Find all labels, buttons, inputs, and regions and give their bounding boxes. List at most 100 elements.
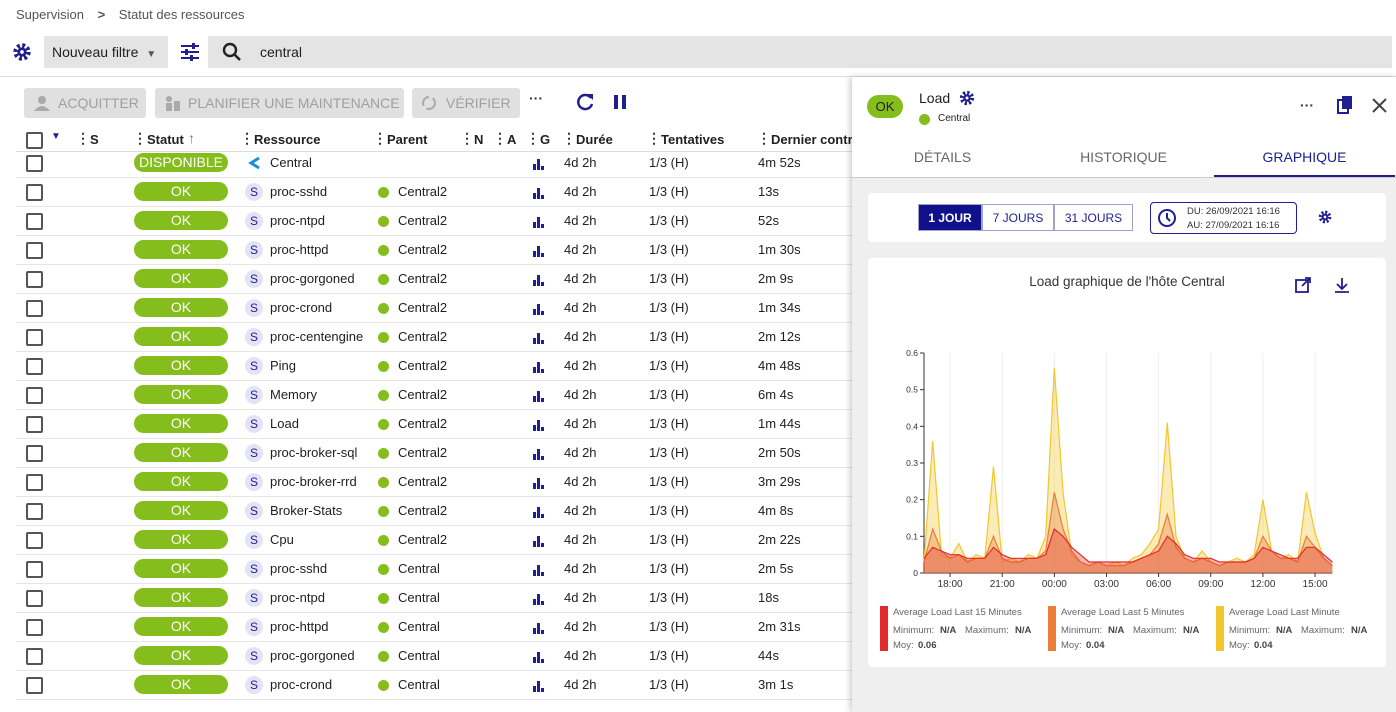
parent-name[interactable]: Central [398, 648, 440, 663]
parent-name[interactable]: Central2 [398, 445, 447, 460]
row-checkbox[interactable] [26, 648, 43, 665]
select-all[interactable] [26, 132, 43, 149]
period-button[interactable]: 7 JOURS [982, 204, 1054, 231]
column-header[interactable]: Statut [147, 132, 184, 147]
resource-name[interactable]: proc-gorgoned [270, 648, 355, 663]
parent-name[interactable]: Central2 [398, 184, 447, 199]
row-checkbox[interactable] [26, 474, 43, 491]
graph-icon[interactable] [533, 622, 545, 634]
row-checkbox[interactable] [26, 184, 43, 201]
tab[interactable]: HISTORIQUE [1033, 137, 1214, 177]
search-text[interactable]: central [260, 44, 302, 60]
row-checkbox[interactable] [26, 271, 43, 288]
column-header[interactable]: Ressource [254, 132, 320, 147]
graph-icon[interactable] [533, 361, 545, 373]
graph-icon[interactable] [533, 303, 545, 315]
parent-name[interactable]: Central2 [398, 503, 447, 518]
column-menu[interactable]: ⋮ [493, 130, 507, 147]
graph-icon[interactable] [533, 245, 545, 257]
column-header[interactable]: Durée [576, 132, 613, 147]
filter-select[interactable]: Nouveau filtre ▼ [44, 36, 168, 68]
search-box[interactable] [208, 36, 1392, 68]
panel-more[interactable]: ··· [1300, 97, 1314, 113]
resource-name[interactable]: proc-centengine [270, 329, 363, 344]
row-checkbox[interactable] [26, 416, 43, 433]
row-checkbox[interactable] [26, 445, 43, 462]
parent-name[interactable]: Central2 [398, 213, 447, 228]
close-button[interactable] [1372, 98, 1387, 113]
row-checkbox[interactable] [26, 677, 43, 694]
row-checkbox[interactable] [26, 300, 43, 317]
parent-name[interactable]: Central2 [398, 300, 447, 315]
resource-name[interactable]: proc-crond [270, 677, 332, 692]
graph-icon[interactable] [533, 564, 545, 576]
breadcrumb-item[interactable]: Supervision [16, 7, 84, 22]
parent-name[interactable]: Central2 [398, 416, 447, 431]
tab[interactable]: DÉTAILS [852, 137, 1033, 177]
graph-settings[interactable] [1317, 209, 1333, 225]
column-menu[interactable]: ⋮ [526, 130, 540, 147]
pause-button[interactable] [612, 94, 628, 110]
parent-name[interactable]: Central [398, 677, 440, 692]
period-button[interactable]: 1 JOUR [918, 204, 982, 231]
graph-icon[interactable] [533, 680, 545, 692]
row-checkbox[interactable] [26, 242, 43, 259]
resource-name[interactable]: proc-sshd [270, 561, 327, 576]
resource-name[interactable]: proc-broker-rrd [270, 474, 357, 489]
downtime-button[interactable]: PLANIFIER UNE MAINTENANCE [155, 88, 404, 118]
column-header[interactable]: S [90, 132, 99, 147]
row-checkbox[interactable] [26, 155, 43, 172]
parent-name[interactable]: Central2 [398, 271, 447, 286]
graph-icon[interactable] [533, 332, 545, 344]
parent-name[interactable]: Central2 [398, 387, 447, 402]
row-checkbox[interactable] [26, 532, 43, 549]
graph-icon[interactable] [533, 390, 545, 402]
resource-name[interactable]: Memory [270, 387, 317, 402]
graph-icon[interactable] [533, 593, 545, 605]
column-menu[interactable]: ⋮ [76, 130, 90, 147]
resource-name[interactable]: proc-gorgoned [270, 271, 355, 286]
column-menu[interactable]: ⋮ [240, 130, 254, 147]
graph-icon[interactable] [533, 158, 545, 170]
column-menu[interactable]: ⋮ [373, 130, 387, 147]
resource-name[interactable]: Central [270, 155, 312, 170]
graph-icon[interactable] [533, 448, 545, 460]
graph-icon[interactable] [533, 651, 545, 663]
select-menu[interactable]: ▼ [51, 131, 61, 142]
filter-edit[interactable] [180, 43, 200, 61]
period-button[interactable]: 31 JOURS [1054, 204, 1133, 231]
graph-icon[interactable] [533, 187, 545, 199]
parent-name[interactable]: Central2 [398, 242, 447, 257]
resource-name[interactable]: proc-ntpd [270, 590, 325, 605]
resource-name[interactable]: proc-httpd [270, 619, 329, 634]
graph-icon[interactable] [533, 477, 545, 489]
row-checkbox[interactable] [26, 329, 43, 346]
parent-name[interactable]: Central2 [398, 474, 447, 489]
resource-name[interactable]: proc-sshd [270, 184, 327, 199]
parent-name[interactable]: Central [398, 561, 440, 576]
resource-name[interactable]: proc-httpd [270, 242, 329, 257]
column-header[interactable]: Parent [387, 132, 427, 147]
column-header[interactable]: A [507, 132, 516, 147]
column-menu[interactable]: ⋮ [647, 130, 661, 147]
row-checkbox[interactable] [26, 213, 43, 230]
resource-name[interactable]: Load [270, 416, 299, 431]
resource-name[interactable]: Cpu [270, 532, 294, 547]
graph-icon[interactable] [533, 274, 545, 286]
column-header[interactable]: Tentatives [661, 132, 724, 147]
filter-settings[interactable] [11, 41, 33, 63]
graph-icon[interactable] [533, 216, 545, 228]
graph-icon[interactable] [533, 535, 545, 547]
copy-button[interactable] [1337, 96, 1353, 114]
row-checkbox[interactable] [26, 590, 43, 607]
column-menu[interactable]: ⋮ [460, 130, 474, 147]
row-checkbox[interactable] [26, 503, 43, 520]
column-menu[interactable]: ⋮ [562, 130, 576, 147]
more-actions[interactable]: ··· [529, 90, 543, 106]
graph-icon[interactable] [533, 506, 545, 518]
resource-name[interactable]: Ping [270, 358, 296, 373]
parent-name[interactable]: Central2 [398, 329, 447, 344]
refresh-button[interactable] [575, 92, 595, 112]
resource-name[interactable]: proc-broker-sql [270, 445, 357, 460]
column-menu[interactable]: ⋮ [133, 130, 147, 147]
